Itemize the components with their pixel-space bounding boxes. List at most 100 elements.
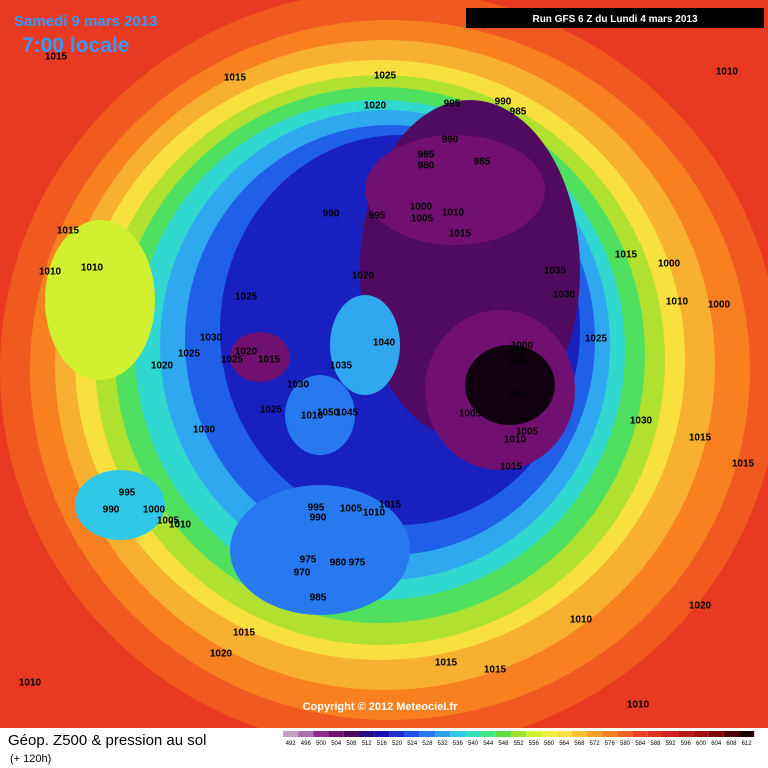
scale-swatch xyxy=(541,731,557,737)
isobar-label: 1005 xyxy=(340,504,363,515)
isobar-label: 1015 xyxy=(45,52,68,63)
isobar-label: 1000 xyxy=(511,341,534,352)
scale-value: 496 xyxy=(301,741,312,747)
scale-value: 492 xyxy=(286,741,297,747)
scale-swatch xyxy=(663,731,679,737)
isobar-label: 1030 xyxy=(630,416,653,427)
scale-swatch xyxy=(283,731,299,737)
isobar-label: 1020 xyxy=(151,361,174,372)
isobar-label: 1025 xyxy=(178,349,201,360)
isobar-label: 1015 xyxy=(435,658,458,669)
isobar-label: 1015 xyxy=(689,433,712,444)
isobar-label: 985 xyxy=(510,390,527,401)
scale-value: 596 xyxy=(681,741,692,747)
isobar-label: 1015 xyxy=(615,250,638,261)
scale-value: 604 xyxy=(711,741,722,747)
scale-value: 520 xyxy=(392,741,403,747)
isobar-label: 990 xyxy=(495,97,512,108)
isobar-label: 1020 xyxy=(235,347,258,358)
scale-value: 572 xyxy=(590,741,601,747)
valid-time: 7:00 locale xyxy=(22,34,129,57)
isobar-label: 1015 xyxy=(449,229,472,240)
scale-swatch xyxy=(328,731,344,737)
isobar-label: 1050 xyxy=(317,408,340,419)
isobar-label: 1010 xyxy=(19,678,42,689)
scale-swatch xyxy=(495,731,511,737)
isobar-label: 1010 xyxy=(627,700,650,711)
isobar-label: 1010 xyxy=(442,208,465,219)
isobar-label: 970 xyxy=(294,568,311,579)
isobar-label: 1015 xyxy=(500,462,523,473)
isobar-label: 1010 xyxy=(301,411,324,422)
isobar-label: 995 xyxy=(308,503,325,514)
isobar-label: 1015 xyxy=(224,73,247,84)
scale-value: 540 xyxy=(468,741,479,747)
scale-swatch xyxy=(723,731,739,737)
isobar-label: 1010 xyxy=(666,297,689,308)
isobar-label: 990 xyxy=(442,135,459,146)
isobar-label: 1020 xyxy=(364,101,387,112)
isobar-label: 1015 xyxy=(379,500,402,511)
scale-swatch xyxy=(419,731,435,737)
isobar-label: 1010 xyxy=(363,508,386,519)
scale-value: 560 xyxy=(544,741,555,747)
isobar-label: 1005 xyxy=(411,214,434,225)
isobar-label: 985 xyxy=(510,107,527,118)
footer-title: Géop. Z500 & pression au sol xyxy=(8,732,206,749)
isobar-label: 1015 xyxy=(258,355,281,366)
scale-swatch xyxy=(480,731,496,737)
scale-swatch xyxy=(450,731,466,737)
scale-value: 588 xyxy=(650,741,661,747)
scale-swatch xyxy=(374,731,390,737)
scale-value: 568 xyxy=(574,741,585,747)
isobar-label: 1025 xyxy=(260,405,283,416)
isobar-label: 1030 xyxy=(193,425,216,436)
scale-swatch xyxy=(343,731,359,737)
isobar-label: 1000 xyxy=(708,300,731,311)
isobar-label: 1005 xyxy=(459,409,482,420)
scale-value: 556 xyxy=(529,741,540,747)
scale-swatch xyxy=(739,731,755,737)
isobar-label: 990 xyxy=(103,505,120,516)
scale-value: 564 xyxy=(559,741,570,747)
scale-swatch xyxy=(602,731,618,737)
scale-swatch xyxy=(298,731,314,737)
isobar-label: 990 xyxy=(310,513,327,524)
isobar-label: 1040 xyxy=(373,338,396,349)
scale-swatch xyxy=(587,731,603,737)
isobar-label: 985 xyxy=(474,157,491,168)
isobar-label: 1010 xyxy=(39,267,62,278)
scale-swatch xyxy=(313,731,329,737)
scale-value: 536 xyxy=(453,741,464,747)
isobar-label: 1020 xyxy=(210,649,233,660)
isobar-label: 975 xyxy=(300,555,317,566)
valid-date: Samedi 9 mars 2013 xyxy=(14,13,157,30)
isobar-label: 1005 xyxy=(157,516,180,527)
isobar-label: 1015 xyxy=(233,628,256,639)
scale-swatch xyxy=(511,731,527,737)
scale-value: 592 xyxy=(666,741,677,747)
scale-swatch xyxy=(632,731,648,737)
isobar-label: 1020 xyxy=(689,601,712,612)
isobar-label: 1035 xyxy=(330,361,353,372)
run-info: Run GFS 6 Z du Lundi 4 mars 2013 xyxy=(532,14,697,25)
isobar-label: 1025 xyxy=(585,334,608,345)
isobar-label: 1030 xyxy=(287,380,310,391)
scale-swatch xyxy=(389,731,405,737)
isobar-label: 980 xyxy=(330,558,347,569)
isobar-label: 1010 xyxy=(81,263,104,274)
copyright: Copyright © 2012 Meteociel.fr xyxy=(303,701,459,713)
isobar-label: 1020 xyxy=(352,271,375,282)
scale-value: 612 xyxy=(742,741,753,747)
isobar-label: 980 xyxy=(418,161,435,172)
lead-time: (+ 120h) xyxy=(10,753,51,765)
scale-swatch xyxy=(571,731,587,737)
scale-value: 580 xyxy=(620,741,631,747)
isobar-label: 995 xyxy=(119,488,136,499)
scale-value: 528 xyxy=(422,741,433,747)
scale-swatch xyxy=(708,731,724,737)
isobar-label: 995 xyxy=(369,211,386,222)
isobar-label: 1000 xyxy=(658,259,681,270)
isobar-label: 1010 xyxy=(169,520,192,531)
